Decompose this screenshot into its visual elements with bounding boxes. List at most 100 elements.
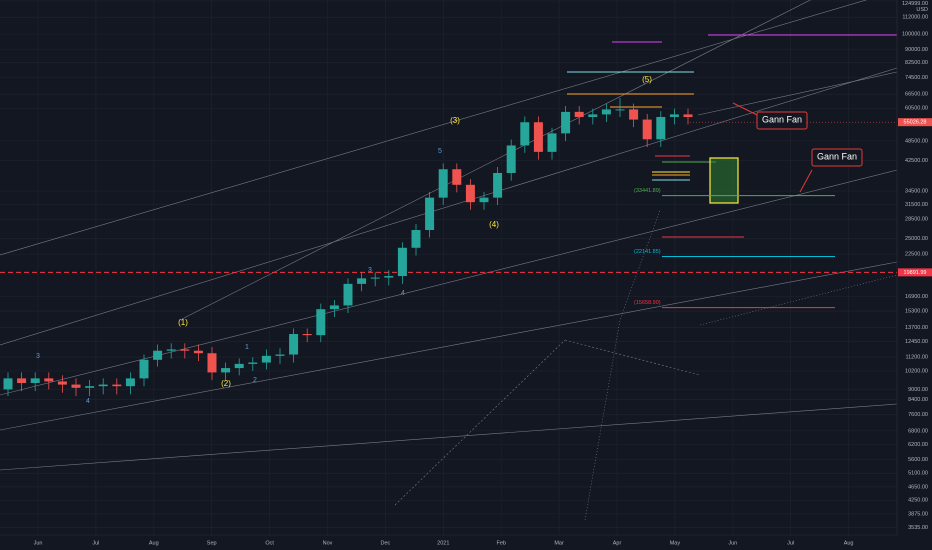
fan-line (697, 71, 898, 116)
y-tick-label: 25000.00 (905, 236, 928, 242)
fib-level-label: (15658.90) (634, 300, 661, 306)
candle-body (520, 122, 530, 146)
annotation: 3 (368, 267, 372, 274)
target-box (709, 157, 739, 204)
y-tick-label: 31500.00 (905, 202, 928, 208)
candle-body (629, 109, 639, 120)
candle-body (642, 119, 652, 140)
candle-body (302, 334, 312, 336)
x-tick-label: Aug (844, 540, 854, 546)
y-tick-label: 48500.00 (905, 138, 928, 144)
candle-body (357, 278, 367, 284)
y-tick-label: 5100.00 (908, 471, 928, 477)
x-tick-label: Feb (496, 540, 505, 546)
candle-body (656, 116, 666, 140)
y-tick-label: 3875.00 (908, 511, 928, 517)
y-tick-label: 60500.00 (905, 106, 928, 112)
gann-fan-lines (0, 0, 898, 521)
callout-box (811, 148, 863, 167)
y-tick-label: 7600.00 (908, 412, 928, 418)
annotation: (1) (178, 318, 188, 327)
candle-body (343, 283, 353, 306)
candle-body (180, 349, 190, 351)
callout-line (799, 169, 813, 193)
candle-body (479, 197, 489, 203)
y-tick-label: 8400.00 (908, 397, 928, 403)
candle-body (601, 109, 611, 115)
candle-body (248, 362, 258, 364)
candle-body (275, 354, 285, 356)
candle-body (71, 384, 81, 388)
price-tag-label: 19891.99 (904, 270, 927, 276)
candle-body (261, 355, 271, 363)
candle-body (57, 381, 67, 385)
candle-body (452, 169, 462, 185)
x-tick-label: 2021 (437, 540, 449, 546)
y-tick-label: 100000.00 (902, 31, 928, 37)
fan-line (0, 261, 898, 431)
candle-body (289, 334, 299, 355)
x-tick-label: Aug (149, 540, 159, 546)
fan-line (0, 403, 898, 471)
candle-body (139, 359, 149, 379)
annotation: (4) (489, 220, 499, 229)
candle-body (397, 247, 407, 277)
candle-body (683, 114, 693, 117)
candle-body (411, 230, 421, 248)
y-tick-label: 66500.00 (905, 92, 928, 98)
fan-line (564, 339, 701, 376)
candle-body (166, 349, 176, 351)
candle-body (98, 384, 108, 387)
y-tick-label: 74500.00 (905, 75, 928, 81)
y-tick-label: 112000.00 (902, 15, 928, 21)
annotation: 2 (253, 377, 257, 384)
price-tag (898, 268, 932, 277)
annotation: 4 (401, 290, 405, 297)
y-tick-label: 22500.00 (905, 252, 928, 258)
y-tick-label: 10200.00 (905, 368, 928, 374)
y-tick-label: 11200.00 (905, 355, 928, 361)
candle-body (465, 184, 475, 203)
candle-body (615, 109, 625, 111)
price-tag (898, 118, 932, 127)
candle-body (384, 276, 394, 278)
candle-body (221, 368, 231, 373)
x-tick-label: Apr (613, 540, 622, 546)
annotation: (5) (642, 75, 652, 84)
candle-body (370, 277, 380, 279)
callout-line (732, 102, 758, 116)
fan-line (699, 274, 898, 326)
price-tag-label: 55026.28 (904, 120, 927, 126)
candle-body (3, 378, 13, 390)
candle-body (329, 305, 339, 310)
candle-body (112, 384, 122, 387)
annotation: (2) (221, 379, 231, 388)
x-tick-label: Mar (554, 540, 564, 546)
y-tick-label: 13700.00 (905, 325, 928, 331)
candle-body (234, 363, 244, 369)
candle-body (425, 197, 435, 231)
x-tick-label: Nov (323, 540, 333, 546)
y-tick-label: 4650.00 (908, 484, 928, 490)
candle-body (316, 309, 326, 336)
y-tick-label: 42500.00 (905, 158, 928, 164)
candle-body (588, 114, 598, 117)
fib-levels: (33441.89) (22141.85) (15658.90) (0, 121, 897, 309)
candle-body (669, 114, 679, 117)
y-tick-label: 3535.00 (908, 525, 928, 531)
candle-body (193, 350, 203, 354)
x-tick-label: Jul (787, 540, 794, 546)
candle-body (438, 169, 448, 198)
fib-level-label: (22141.85) (634, 249, 661, 255)
candle-body (44, 378, 54, 382)
callout-box (756, 111, 808, 130)
x-tick-label: Jul (92, 540, 99, 546)
fan-line (179, 0, 811, 321)
y-tick-label: 34500.00 (905, 189, 928, 195)
y-tick-label: 90000.00 (905, 47, 928, 53)
annotation: Gann Fan (762, 114, 802, 124)
candle-body (207, 353, 217, 373)
annotation: 4 (86, 398, 90, 405)
axis-labels: 124999.00 112000.00 100000.00 90000.00 82500… (34, 1, 932, 546)
